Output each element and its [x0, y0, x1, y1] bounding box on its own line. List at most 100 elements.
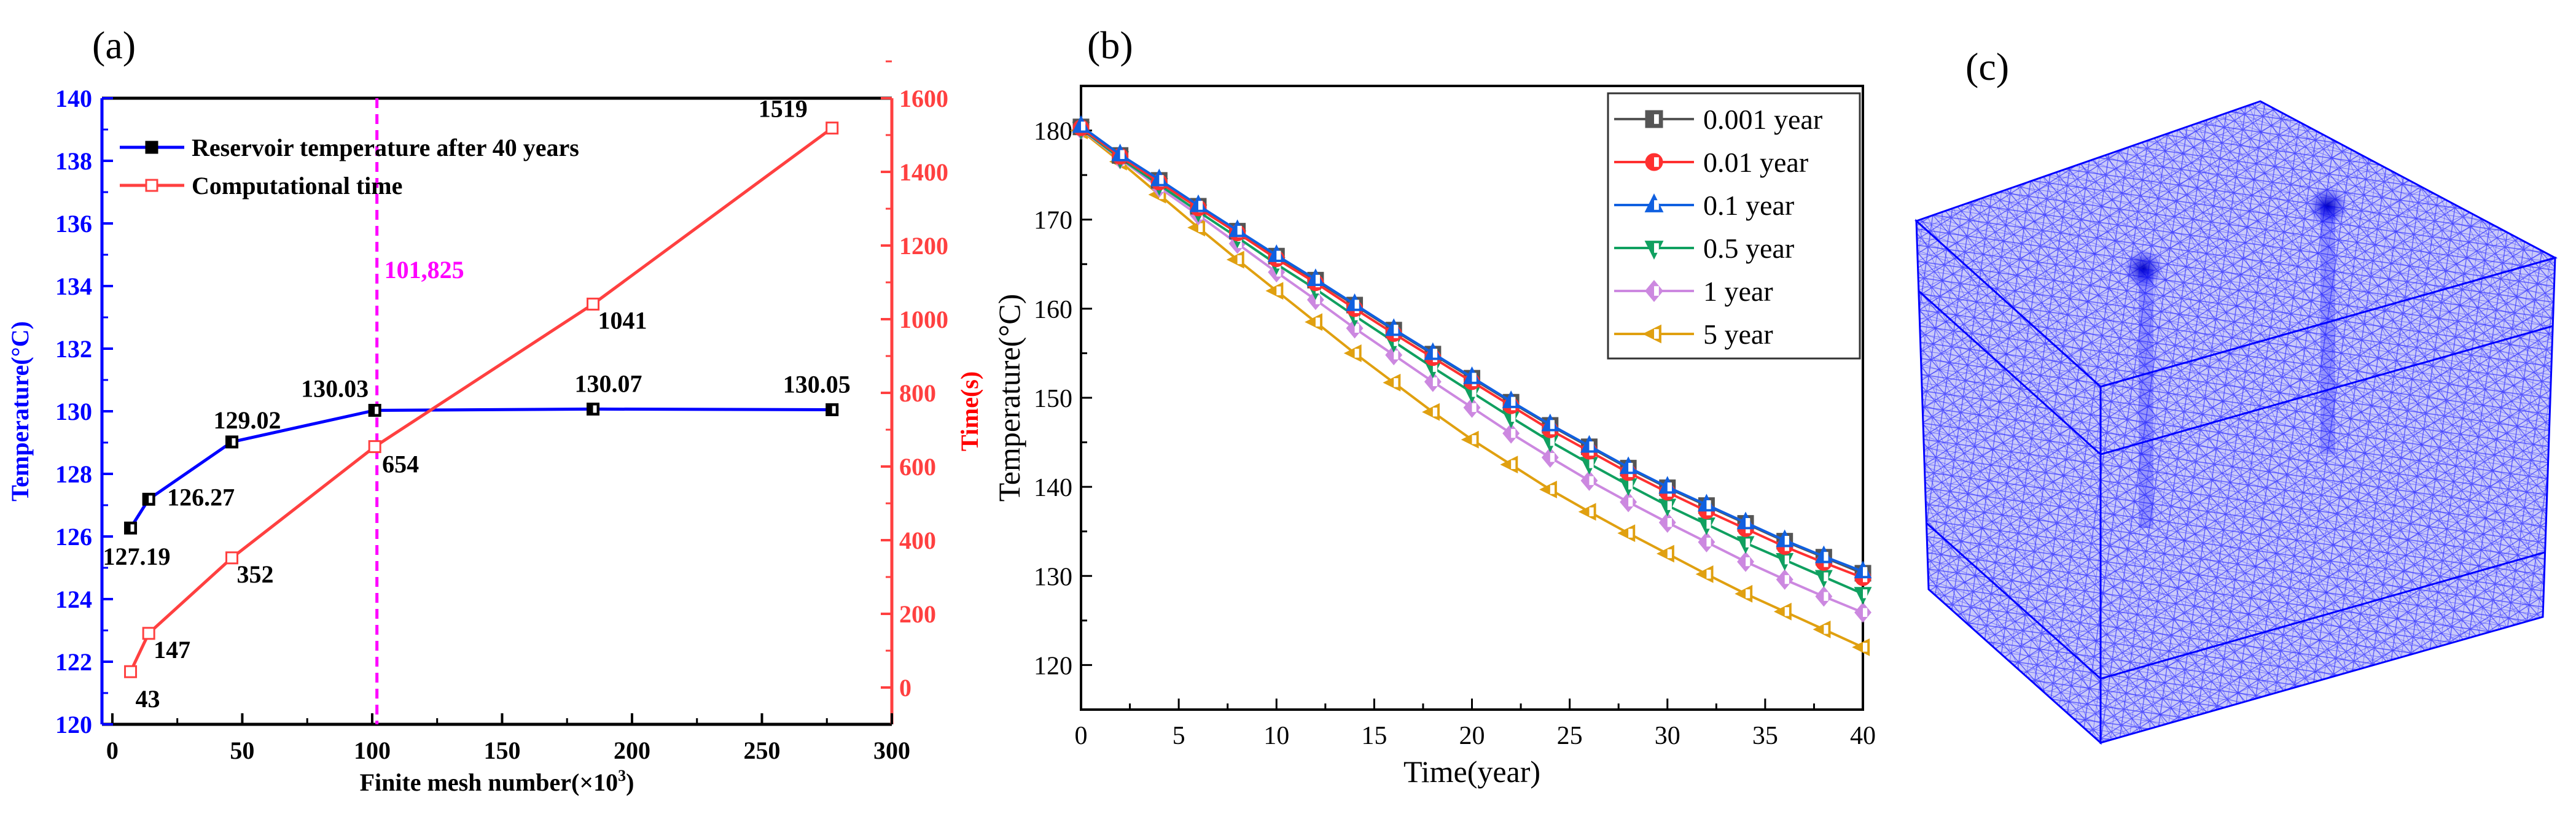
legend-marker-half: [1654, 243, 1659, 253]
legend-label: 5 year: [1703, 319, 1773, 350]
data-label: 130.05: [783, 370, 851, 398]
legend-marker-half: [1654, 157, 1659, 167]
data-point-marker-half: [1472, 403, 1477, 412]
data-label: 1519: [759, 95, 808, 123]
data-point-marker-half: [375, 443, 379, 451]
x-tick-label: 35: [1752, 722, 1778, 750]
data-point-marker-half: [1159, 175, 1164, 184]
data-point-marker-half: [1628, 463, 1633, 472]
data-point-marker-half: [1784, 575, 1789, 584]
data-label: 126.27: [167, 483, 235, 511]
x-tick-label: 200: [614, 737, 650, 764]
data-label: 147: [154, 636, 190, 664]
y-tick-label: 150: [1034, 385, 1072, 413]
data-point-marker-half: [1276, 268, 1281, 277]
legend-label: 0.1 year: [1703, 190, 1794, 221]
data-point-marker-half: [1824, 572, 1829, 581]
x-tick-label: 20: [1459, 722, 1485, 750]
data-label: 43: [136, 685, 160, 713]
data-point-marker-half: [1120, 150, 1125, 159]
cube-face-right-overlay: [2101, 258, 2555, 743]
x-tick-label: 50: [230, 737, 254, 764]
data-point-marker-half: [1746, 538, 1751, 548]
data-point-marker-half: [1706, 537, 1711, 547]
x-tick-label: 25: [1557, 722, 1583, 750]
legend-box: [1607, 92, 1861, 360]
data-point-marker-half: [149, 629, 153, 637]
data-point-marker-half: [1276, 286, 1281, 296]
data-point-marker-half: [1589, 476, 1594, 486]
data-point-marker-half: [832, 406, 836, 414]
data-point-marker-half: [1472, 373, 1477, 382]
panel-a-chart: (a) 0 50 100 150 200 250 300 120 122 124 126 128 130 1…: [6, 23, 983, 796]
data-point-marker-half: [832, 124, 836, 132]
x-tick-label: 150: [483, 737, 520, 764]
data-point-marker-half: [1394, 337, 1399, 346]
panel-a-label: (a): [92, 23, 136, 67]
data-point-marker-half: [1354, 349, 1359, 358]
layer-boundary-line: [1926, 522, 2546, 680]
x-axis-title: Finite mesh number(×103): [360, 767, 634, 796]
data-point-marker-half: [232, 438, 236, 446]
data-point-marker-half: [593, 405, 597, 413]
data-point-marker-half: [1511, 428, 1516, 438]
legend-marker: [145, 179, 158, 192]
x-tick-label: 100: [354, 737, 391, 764]
x-tick-label: 0: [106, 737, 119, 764]
x-tick-label: 300: [873, 737, 910, 764]
legend-marker-half: [1654, 200, 1659, 210]
data-point-marker-half: [232, 554, 236, 562]
left-y-tick-label: 128: [55, 460, 92, 488]
data-point-marker-half: [1550, 485, 1555, 494]
data-point-marker-half: [1667, 518, 1672, 527]
data-point-marker-half: [1863, 608, 1868, 617]
data-point-marker-half: [1472, 435, 1477, 444]
panel-c-label: (c): [1965, 45, 2009, 88]
data-label: 654: [382, 451, 419, 478]
y-tick-label: 180: [1034, 118, 1072, 146]
data-point-marker-half: [1315, 295, 1321, 304]
right-y-tick-label: 200: [899, 600, 936, 628]
data-point-marker-half: [1432, 349, 1438, 358]
data-point-marker-half: [1589, 459, 1594, 468]
legend-label: Reservoir temperature after 40 years: [192, 134, 579, 161]
data-point-marker-half: [1628, 497, 1633, 507]
data-point-marker-half: [1667, 501, 1672, 510]
y-tick-label: 140: [1034, 474, 1072, 502]
well-head: [2124, 249, 2163, 289]
data-point-marker-half: [1550, 436, 1555, 446]
data-point-marker-half: [375, 406, 379, 414]
data-label: 1041: [598, 306, 647, 334]
left-y-tick-label: 122: [55, 648, 92, 676]
data-label: 129.02: [214, 406, 281, 434]
left-y-tick-label: 134: [55, 273, 92, 300]
data-point-marker-half: [1863, 643, 1868, 652]
data-point-marker-half: [1589, 441, 1594, 451]
wellbore: [2320, 206, 2335, 454]
data-point-marker-half: [1198, 223, 1203, 232]
data-point-marker-half: [1863, 567, 1868, 576]
data-point-marker-half: [1784, 536, 1789, 545]
data-point-marker-half: [1198, 201, 1203, 210]
x-tick-label: 15: [1361, 722, 1387, 750]
wellbore: [2139, 269, 2153, 528]
legend-label: 0.01 year: [1703, 147, 1808, 178]
data-point-marker-half: [1589, 507, 1594, 516]
data-label: 130.03: [301, 374, 369, 402]
data-point-marker-half: [1706, 500, 1711, 509]
y-axis-title: Temperature(°C): [992, 294, 1026, 502]
data-point-marker-half: [1550, 453, 1555, 462]
data-point-marker-half: [1824, 552, 1829, 561]
right-y-tick-label: 800: [899, 379, 936, 407]
data-point-marker-half: [1276, 250, 1281, 260]
x-tick-label: 10: [1263, 722, 1289, 750]
data-point-marker-half: [1628, 529, 1633, 538]
data-point-marker-half: [1824, 592, 1829, 601]
left-y-tick-label: 126: [55, 523, 92, 551]
data-point-marker-half: [1511, 460, 1516, 470]
data-point-marker-half: [130, 668, 135, 676]
data-point-marker-half: [1394, 351, 1399, 360]
x-tick-label: 30: [1655, 722, 1680, 750]
panel-b-chart: (b) 0 5 10 15 20 25 30 35 40 120 130 140 150 160 170 180…: [992, 23, 1876, 789]
legend-label: 0.5 year: [1703, 233, 1794, 264]
